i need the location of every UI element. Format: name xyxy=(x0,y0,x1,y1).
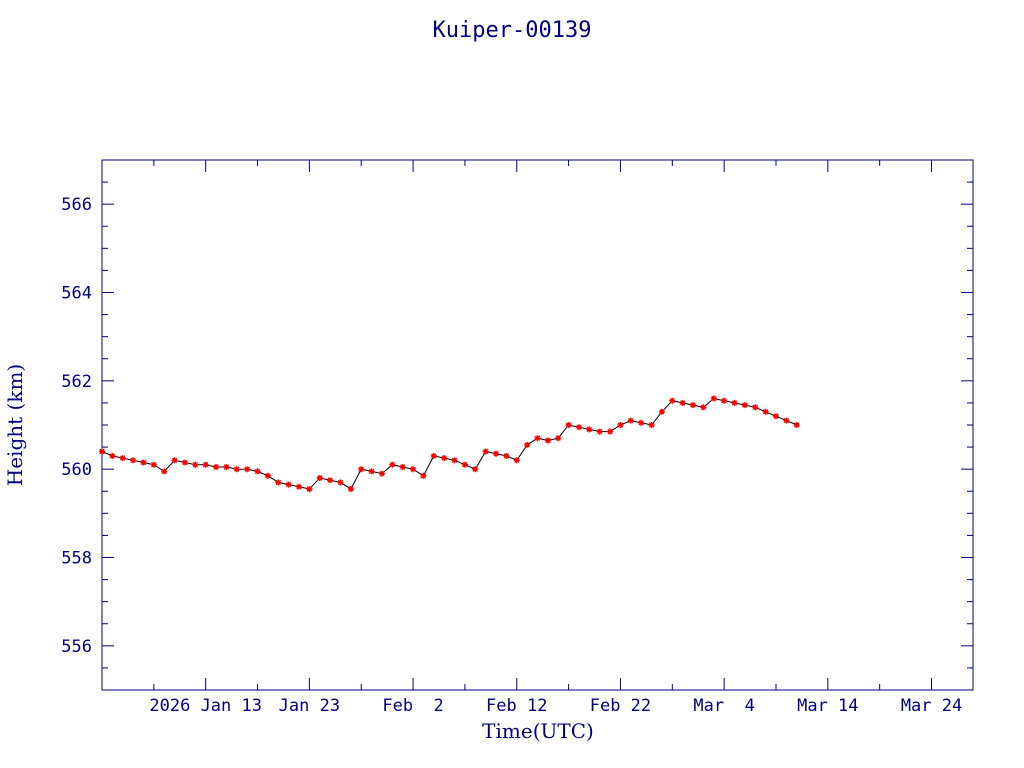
data-point xyxy=(461,461,468,468)
data-point xyxy=(648,422,655,428)
x-axis-title: Time(UTC) xyxy=(482,719,594,743)
y-tick-label: 566 xyxy=(61,195,92,215)
data-point xyxy=(223,464,230,470)
data-point xyxy=(182,459,188,466)
data-point xyxy=(337,479,344,486)
data-point xyxy=(700,404,707,411)
data-point xyxy=(275,479,282,486)
data-point xyxy=(171,457,178,464)
data-point xyxy=(617,422,624,428)
data-point xyxy=(783,417,790,424)
data-point xyxy=(202,461,209,468)
data-point xyxy=(565,422,572,428)
data-point xyxy=(441,455,448,462)
data-point xyxy=(327,477,334,484)
data-point xyxy=(368,468,375,475)
data-point xyxy=(752,404,759,411)
data-point xyxy=(430,452,437,459)
data-point xyxy=(306,486,313,492)
y-axis-title: Height (km) xyxy=(3,364,27,486)
data-point xyxy=(710,395,717,402)
data-point xyxy=(161,468,168,475)
data-point xyxy=(264,472,271,479)
chart-title: Kuiper-00139 xyxy=(433,18,592,43)
data-point xyxy=(316,475,323,481)
data-point xyxy=(472,466,479,473)
data-point xyxy=(192,461,199,468)
data-point xyxy=(638,419,645,426)
x-tick-label: Feb 22 xyxy=(590,696,651,716)
x-tick-label: Feb 2 xyxy=(382,696,443,716)
data-point xyxy=(627,417,634,424)
data-point xyxy=(762,408,769,415)
data-point xyxy=(285,481,292,488)
x-tick-label: Mar 24 xyxy=(901,696,962,716)
data-point xyxy=(524,441,531,448)
data-point xyxy=(534,435,541,442)
x-tick-label: Feb 12 xyxy=(486,696,547,716)
data-point xyxy=(482,448,489,455)
data-point xyxy=(731,399,738,406)
data-point xyxy=(493,450,499,457)
series-group xyxy=(99,395,800,492)
data-point xyxy=(150,461,157,468)
data-point xyxy=(555,435,562,442)
data-point xyxy=(451,457,458,464)
data-point xyxy=(389,461,396,468)
data-point xyxy=(410,466,417,473)
data-point xyxy=(596,428,603,435)
data-point xyxy=(119,455,126,462)
data-point xyxy=(140,459,147,466)
y-tick-label: 562 xyxy=(61,372,92,392)
data-point xyxy=(503,452,510,459)
data-point xyxy=(399,464,406,470)
x-tick-label: 2026 Jan 13 xyxy=(149,696,262,716)
y-tick-label: 564 xyxy=(61,284,92,304)
y-tick-label: 558 xyxy=(61,549,92,569)
x-tick-label: Mar 14 xyxy=(797,696,858,716)
data-point xyxy=(721,397,728,404)
data-point xyxy=(679,399,686,406)
data-point xyxy=(773,413,779,420)
x-tick-label: Jan 23 xyxy=(279,696,340,716)
data-point xyxy=(576,424,582,431)
data-point xyxy=(213,464,220,470)
data-point xyxy=(109,452,116,459)
data-point xyxy=(244,466,251,473)
data-point xyxy=(130,457,137,464)
y-tick-label: 560 xyxy=(61,460,92,480)
data-point xyxy=(741,402,748,409)
x-axis: 2026 Jan 13 Jan 23 Feb 2 Feb 12 Feb 22 Mar 4 M… xyxy=(101,160,962,716)
data-point xyxy=(658,408,665,415)
data-point xyxy=(793,422,800,428)
plot-frame xyxy=(101,159,974,691)
data-point xyxy=(347,486,354,492)
data-point xyxy=(296,483,302,490)
data-point xyxy=(513,457,520,464)
data-point xyxy=(669,397,676,404)
series-line xyxy=(101,397,797,490)
data-point xyxy=(254,468,261,475)
y-axis: 556 558 560 562 564 566 xyxy=(61,159,973,691)
data-point xyxy=(607,428,614,435)
data-point xyxy=(233,466,240,473)
data-point xyxy=(358,466,365,473)
y-tick-label: 556 xyxy=(61,637,92,657)
data-point xyxy=(690,402,696,409)
data-point xyxy=(544,437,551,444)
data-point xyxy=(379,470,385,477)
x-tick-label: Mar 4 xyxy=(693,696,754,716)
data-point xyxy=(99,448,105,455)
data-point xyxy=(586,426,593,433)
data-point xyxy=(420,472,427,479)
